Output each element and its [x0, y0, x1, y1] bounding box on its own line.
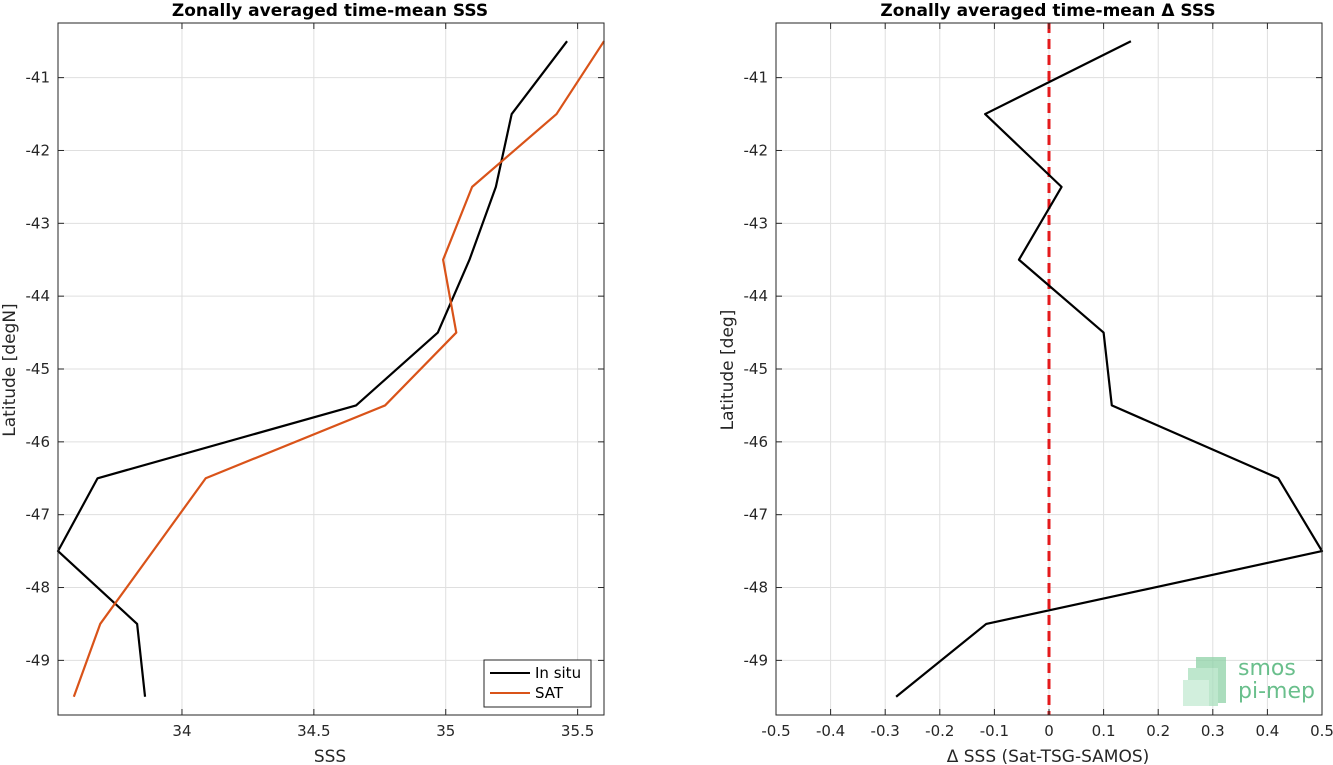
- y-tick-label-46: -46: [26, 433, 51, 451]
- x-tick-label-34: 34: [172, 722, 191, 740]
- x-tick-label-0-5: 0.5: [1310, 722, 1333, 740]
- x-tick-label-0-3: -0.3: [871, 722, 900, 740]
- x-tick-label-0-5: -0.5: [761, 722, 790, 740]
- y-tick-label-44: -44: [744, 287, 769, 305]
- x-tick-label-34-5: 34.5: [297, 722, 330, 740]
- y-tick-label-42: -42: [744, 141, 769, 159]
- y-tick-label-46: -46: [744, 433, 769, 451]
- series-lines: [895, 40, 1324, 698]
- axis-ticks: 34 34.5 35 35.5 -49 -48 -47 -46 -45 -44 -43 -42 -41: [26, 23, 604, 740]
- x-tick-label-0-1: -0.1: [980, 722, 1009, 740]
- axis-ticks: -0.5 -0.4 -0.3 -0.2 -0.1 0 0.1 0.2 0.3 0.4 0.5 -49 -…: [744, 23, 1333, 740]
- watermark-line1: smos: [1238, 656, 1296, 681]
- y-tick-label-48: -48: [744, 579, 769, 597]
- chart-panel-sss: 34 34.5 35 35.5-49-48-47-46-45-44-43-42-41 …: [0, 1, 605, 765]
- y-tick-label-48: -48: [26, 579, 51, 597]
- x-tick-label-0-1: 0.1: [1092, 722, 1116, 740]
- legend: In situ SAT: [483, 659, 592, 708]
- y-tick-label-45: -45: [26, 360, 51, 378]
- watermark-icon: [1183, 657, 1226, 706]
- chart-title: Zonally averaged time-mean Δ SSS: [880, 1, 1215, 21]
- grid-lines: [58, 23, 604, 715]
- y-tick-label-49: -49: [744, 651, 769, 669]
- x-tick-label-0-2: -0.2: [925, 722, 954, 740]
- x-tick-label-0-4: 0.4: [1255, 722, 1279, 740]
- y-tick-label-41: -41: [744, 69, 769, 87]
- chart-panel-delta-sss: smos pi-mep -0.5 -0.4 -0.3 -0.2 -0.1 0 0.1 0.2 0…: [718, 1, 1333, 765]
- x-tick-label-0: 0: [1044, 722, 1054, 740]
- x-axis-label: Δ SSS (Sat-TSG-SAMOS): [947, 747, 1150, 765]
- x-tick-label-0-4: -0.4: [816, 722, 845, 740]
- legend-box: [483, 659, 592, 708]
- y-axis-label: Latitude [deg]: [718, 310, 738, 431]
- series-lines: [56, 40, 605, 698]
- series-line-sat: [72, 40, 605, 698]
- y-tick-label-49: -49: [26, 651, 51, 669]
- y-tick-label-45: -45: [744, 360, 769, 378]
- x-tick-label-35-5: 35.5: [561, 722, 594, 740]
- y-tick-label-41: -41: [26, 69, 51, 87]
- legend-label-sat: SAT: [535, 684, 564, 702]
- watermark-logo: smos pi-mep: [1183, 656, 1315, 706]
- y-tick-label-43: -43: [744, 214, 769, 232]
- x-axis-label: SSS: [314, 747, 346, 765]
- y-tick-label-44: -44: [26, 287, 51, 305]
- watermark-line2: pi-mep: [1238, 679, 1315, 704]
- series-line-in-situ: [56, 40, 568, 697]
- legend-label-in-situ: In situ: [535, 664, 581, 682]
- y-tick-label-43: -43: [26, 214, 51, 232]
- y-tick-label-42: -42: [26, 141, 51, 159]
- x-tick-label-35: 35: [436, 722, 455, 740]
- x-tick-label-0-2: 0.2: [1146, 722, 1170, 740]
- y-axis-label: Latitude [degN]: [0, 303, 20, 436]
- chart-title: Zonally averaged time-mean SSS: [172, 1, 488, 21]
- y-tick-label-47: -47: [744, 506, 769, 524]
- series-line-delta-sss-0: [895, 40, 1324, 698]
- x-tick-label-0-3: 0.3: [1201, 722, 1225, 740]
- y-tick-label-47: -47: [26, 506, 51, 524]
